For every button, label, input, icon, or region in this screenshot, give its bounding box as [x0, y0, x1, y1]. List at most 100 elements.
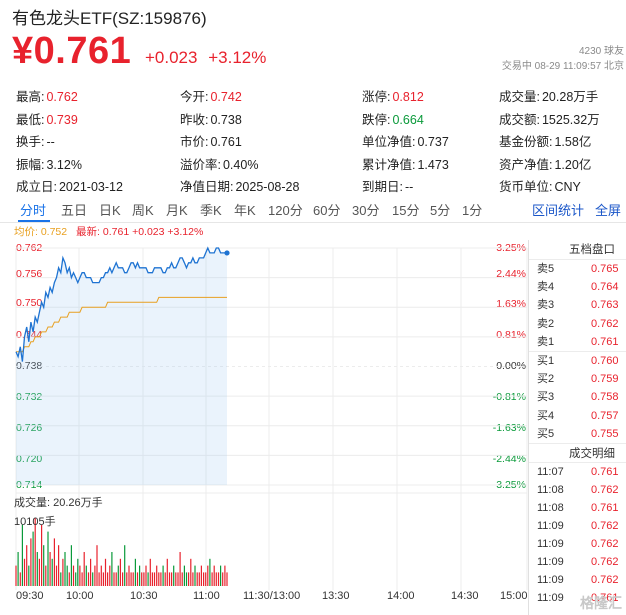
volume-bar	[185, 572, 188, 586]
tab-15min[interactable]: 15分	[392, 203, 420, 218]
volume-bar	[32, 531, 34, 586]
stat-amount: 成交额: 1525.32万	[499, 112, 600, 127]
x-tick: 10:00	[66, 590, 94, 602]
latest-price-dot	[224, 250, 230, 256]
trades-list[interactable]: 11:07 0.761 11:08 0.762 11:08 0.761 11:09 0.…	[529, 463, 626, 607]
volume-bar	[62, 558, 64, 586]
tab-intraday[interactable]: 分时	[20, 203, 47, 218]
volume-bar	[190, 558, 192, 586]
ask-row: 卖5 0.765	[537, 263, 619, 275]
y-tick-right: -0.81%	[492, 391, 526, 403]
volume-bar	[209, 558, 211, 586]
volume-bar	[151, 572, 153, 586]
volume-bar	[168, 572, 171, 586]
volume-bar	[70, 545, 72, 586]
volume-bar	[175, 572, 177, 586]
watermark-logo: 格隆汇	[580, 595, 622, 611]
volume-bar	[92, 572, 94, 586]
bid-row: 买5 0.755	[537, 427, 619, 440]
volume-bar	[128, 565, 130, 586]
volume-bar	[145, 565, 147, 586]
volume-bar	[141, 572, 143, 586]
y-tick-right: 0.00%	[496, 360, 526, 372]
volume-bar	[143, 572, 145, 586]
stat-expiry: 到期日: --	[362, 180, 414, 194]
trade-row: 11:09 0.761	[537, 591, 619, 604]
volume-bar	[171, 572, 173, 586]
tab-monthly-k[interactable]: 月K	[166, 203, 188, 218]
volume-bar	[119, 558, 121, 586]
range-stats-link[interactable]: 区间统计	[532, 203, 585, 218]
period-tabs: 分时 五日 日K 周K 月K 季K 年K 120分 60分 30分 15分 5分…	[0, 195, 626, 223]
tab-daily-k[interactable]: 日K	[99, 203, 121, 218]
fullscreen-link[interactable]: 全屏	[595, 203, 622, 218]
x-tick: 14:30	[451, 590, 479, 602]
volume-bar	[124, 545, 126, 586]
trade-row: 11:09 0.762	[537, 555, 619, 568]
y-tick-left: 0.732	[16, 391, 42, 403]
y-tick-right: 0.81%	[496, 329, 526, 341]
ask-row: 卖4 0.764	[537, 281, 619, 294]
tab-five-day[interactable]: 五日	[61, 203, 88, 218]
intraday-chart[interactable]	[0, 235, 528, 590]
volume-bar	[113, 572, 115, 586]
order-book-divider	[529, 350, 626, 352]
trade-row: 11:08 0.761	[537, 501, 619, 514]
x-tick: 15:00	[500, 590, 528, 602]
volume-bar	[136, 572, 139, 586]
volume-bar	[158, 572, 160, 586]
tab-30min[interactable]: 30分	[352, 203, 380, 218]
volume-bar	[98, 572, 100, 586]
market-info: 4230 球友 交易中 08-29 11:09:57 北京	[502, 44, 624, 74]
y-tick-right: -2.44%	[492, 453, 526, 465]
tab-120min[interactable]: 120分	[268, 203, 303, 218]
volume-bar	[83, 552, 85, 586]
trades-title: 成交明细	[529, 442, 626, 463]
volume-bar	[53, 538, 55, 586]
volume-bar	[207, 565, 209, 586]
volume-bar	[181, 572, 183, 586]
tab-yearly-k[interactable]: 年K	[234, 203, 256, 218]
stats-row: 振幅: 3.12% 溢价率: 0.40% 累计净值: 1.473 资产净值: 1.20亿	[0, 152, 626, 175]
y-tick-left: 0.756	[16, 268, 43, 280]
avg-price-line	[16, 296, 227, 353]
stock-title: 有色龙头ETF(SZ:159876)	[12, 9, 207, 28]
volume-bar	[43, 545, 45, 586]
volume-bar	[85, 565, 87, 586]
volume-bar	[17, 552, 19, 586]
trade-status: 交易中 08-29 11:09:57 北京	[501, 61, 624, 72]
price-change: +0.023 +3.12%	[145, 48, 272, 68]
volume-bar	[162, 565, 164, 586]
volume-bar	[79, 565, 81, 586]
volume-bar	[222, 572, 224, 586]
stat-mkt-price: 市价: 0.761	[180, 135, 242, 149]
volume-bar	[23, 558, 26, 586]
volume-bars	[15, 518, 228, 586]
stat-nav-date: 净值日期: 2025-08-28	[180, 180, 300, 194]
stats-grid: 最高: 0.762 今开: 0.742 涨停: 0.812 成交量: 20.28万手 最…	[0, 84, 626, 197]
tab-1min[interactable]: 1分	[462, 203, 483, 218]
change-pct: +3.12%	[208, 48, 267, 67]
volume-bar	[94, 565, 96, 586]
y-tick-left: 0.726	[16, 422, 42, 434]
volume-bar	[188, 572, 190, 586]
order-book-title: 五档盘口	[529, 240, 626, 260]
stats-row: 最低: 0.739 昨收: 0.738 跌停: 0.664 成交额: 1525.32万	[0, 107, 626, 130]
tab-weekly-k[interactable]: 周K	[132, 203, 154, 218]
followers-count[interactable]: 4230 球友	[578, 46, 624, 57]
trade-row: 11:07 0.761	[537, 465, 619, 478]
tab-60min[interactable]: 60分	[313, 203, 341, 218]
x-tick: 11:00	[193, 590, 220, 602]
bid-row: 买2 0.759	[537, 373, 619, 386]
volume-bar	[49, 552, 51, 586]
volume-bar	[164, 572, 166, 586]
volume-bar	[200, 565, 202, 586]
volume-bar	[38, 558, 40, 586]
volume-bar	[192, 572, 194, 586]
tab-quarterly-k[interactable]: 季K	[200, 203, 222, 218]
volume-bar	[139, 565, 141, 586]
x-tick: 13:30	[322, 590, 350, 602]
stat-premium: 溢价率: 0.40%	[180, 157, 259, 172]
stats-row: 成立日: 2021-03-12 净值日期: 2025-08-28 到期日: -- 货币…	[0, 174, 626, 197]
tab-5min[interactable]: 5分	[430, 203, 451, 218]
